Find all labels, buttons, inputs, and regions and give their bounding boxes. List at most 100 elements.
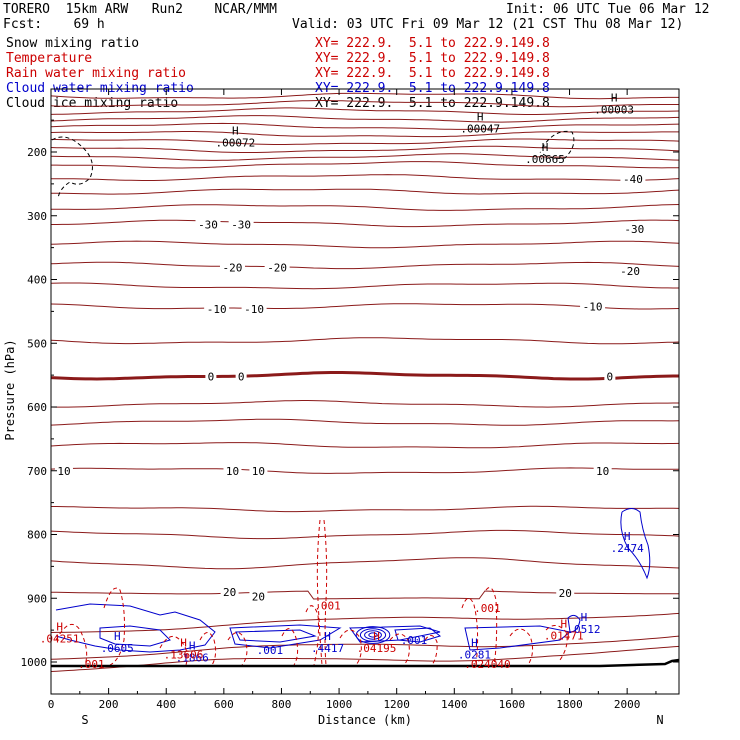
- cloud-ice-contours: [51, 130, 575, 199]
- isotherm-20: [50, 590, 679, 600]
- isotherm--40: [51, 174, 680, 181]
- isotherm-label-bg: [264, 261, 290, 274]
- isotherm-label: 0: [238, 370, 245, 383]
- y-tick-label: 400: [27, 274, 47, 287]
- maximum-value-label: .001: [314, 599, 341, 612]
- isotherm-950: [50, 612, 680, 633]
- maximum-marker-h: H: [189, 640, 196, 653]
- isotherm-label-bg: [604, 370, 616, 383]
- isotherm-label-bg: [556, 587, 575, 600]
- isotherm-172: [50, 131, 679, 138]
- field-xy-cloud-ice: XY= 222.9. 5.1 to 222.9.149.8: [315, 96, 550, 111]
- isotherm-label-bg: [620, 172, 646, 185]
- cloud-water-contour: [359, 628, 387, 642]
- isotherm-595: [50, 400, 679, 408]
- isotherm-148: [50, 115, 680, 123]
- isotherm-label: -20: [267, 261, 287, 274]
- isotherm-112: [50, 92, 679, 100]
- temperature-isotherms: [50, 92, 680, 672]
- isotherm-10: [50, 467, 679, 474]
- ground-surface: [51, 658, 680, 668]
- isotherm-496: [50, 337, 680, 345]
- maximum-value-label: .4417: [311, 642, 344, 655]
- isotherm-124: [50, 100, 679, 108]
- field-name-snow: Snow mixing ratio: [6, 36, 140, 51]
- isotherm-label: -10: [583, 300, 603, 313]
- isotherm-220: [51, 161, 680, 169]
- contour-labels: -40 -30 -30 -30 -20 -20 -20 -10 -10 -10 0 0 0 10 10 10 1…: [40, 91, 647, 671]
- maximum-value-label: .13606: [164, 648, 204, 661]
- cloud-water-contours: [55, 508, 651, 653]
- rain-water-contour: [159, 632, 217, 666]
- maximum-value-label: .001: [78, 658, 105, 671]
- maximum-value-label: .024040: [464, 658, 510, 671]
- isotherm-184: [50, 138, 680, 145]
- terrain-line: [51, 658, 680, 668]
- field-xy-snow: XY= 222.9. 5.1 to 222.9.149.8: [315, 36, 550, 51]
- field-name-cloud-ice: Cloud ice mixing ratio: [6, 96, 179, 111]
- isotherm-label-bg: [205, 370, 217, 383]
- y-tick-label: 300: [27, 210, 47, 223]
- x-tick-label: 200: [99, 698, 119, 711]
- isotherm-287: [51, 204, 680, 211]
- maximum-value-label: .0512: [567, 623, 600, 636]
- maximum-marker-h: H: [373, 630, 380, 643]
- field-xy-temperature: XY= 222.9. 5.1 to 222.9.149.8: [315, 51, 550, 66]
- maximum-marker-h: H: [542, 141, 549, 154]
- isotherm-label-bg: [54, 464, 73, 477]
- isotherm-label: -10: [244, 303, 264, 316]
- isotherm-label-bg: [593, 464, 612, 477]
- rain-water-contour: [103, 587, 125, 666]
- cloud-ice-contour: [539, 130, 575, 159]
- cloud-water-contour: [235, 629, 317, 643]
- cloud-water-contour: [364, 630, 382, 640]
- isotherm-845: [50, 557, 680, 570]
- y-tick-label: 700: [27, 465, 47, 478]
- isotherm-label: 10: [57, 465, 70, 478]
- cloud-water-contour: [567, 614, 581, 633]
- maximum-value-label: .1866: [176, 652, 209, 665]
- rain-water-contour: [509, 625, 568, 666]
- isotherm-label: 20: [223, 586, 236, 599]
- rain-water-contour: [316, 519, 328, 666]
- forecast-hour: Fcst: 69 h: [3, 17, 105, 32]
- maximum-value-label: .00047: [460, 123, 500, 136]
- x-tick-label: 600: [214, 698, 234, 711]
- plot-frame: [50, 88, 680, 695]
- maximum-value-label: .00665: [525, 153, 565, 166]
- isotherm--30: [51, 219, 680, 228]
- rain-water-contours: [55, 519, 568, 666]
- y-axis-label: Pressure (hPa): [3, 339, 17, 440]
- x-tick-label: 1800: [556, 698, 583, 711]
- isotherm-label: 0: [607, 370, 614, 383]
- isotherm-label-bg: [580, 300, 606, 313]
- isotherm-label: 10: [596, 465, 609, 478]
- isotherm-label-bg: [241, 302, 267, 315]
- valid-time: Valid: 03 UTC Fri 09 Mar 12 (21 CST Thu …: [292, 17, 684, 32]
- x-axis-label: Distance (km): [318, 713, 412, 727]
- maximum-marker-h: H: [624, 530, 631, 543]
- model-title: TORERO 15km ARW Run2 NCAR/MMM: [3, 2, 277, 17]
- maximum-marker-h: H: [324, 630, 331, 643]
- isotherm-label: -30: [198, 219, 218, 232]
- y-tick-label: 600: [27, 401, 47, 414]
- cloud-water-contour: [355, 626, 391, 644]
- maximum-marker-h: H: [114, 630, 121, 643]
- rain-water-contour: [461, 587, 498, 666]
- maximum-value-label: .0281: [458, 648, 491, 661]
- isotherm-label: -30: [231, 219, 251, 232]
- init-time: Init: 06 UTC Tue 06 Mar 12: [506, 2, 710, 17]
- isotherm-label: 20: [252, 590, 265, 603]
- isotherm-label: 10: [226, 465, 239, 478]
- isotherm-label-bg: [204, 302, 230, 315]
- isotherm-label-bg: [220, 585, 239, 598]
- maximum-marker-h: H: [611, 91, 618, 104]
- cloud-water-contour: [368, 632, 378, 638]
- isotherm-label: -40: [623, 173, 643, 186]
- isotherm-label-bg: [228, 218, 254, 231]
- cloud-water-contour: [620, 508, 651, 580]
- maximum-marker-h: H: [232, 125, 239, 138]
- isotherm-0: [50, 371, 679, 381]
- maximum-value-label: .01471: [544, 629, 584, 642]
- isotherm-345: [50, 240, 680, 249]
